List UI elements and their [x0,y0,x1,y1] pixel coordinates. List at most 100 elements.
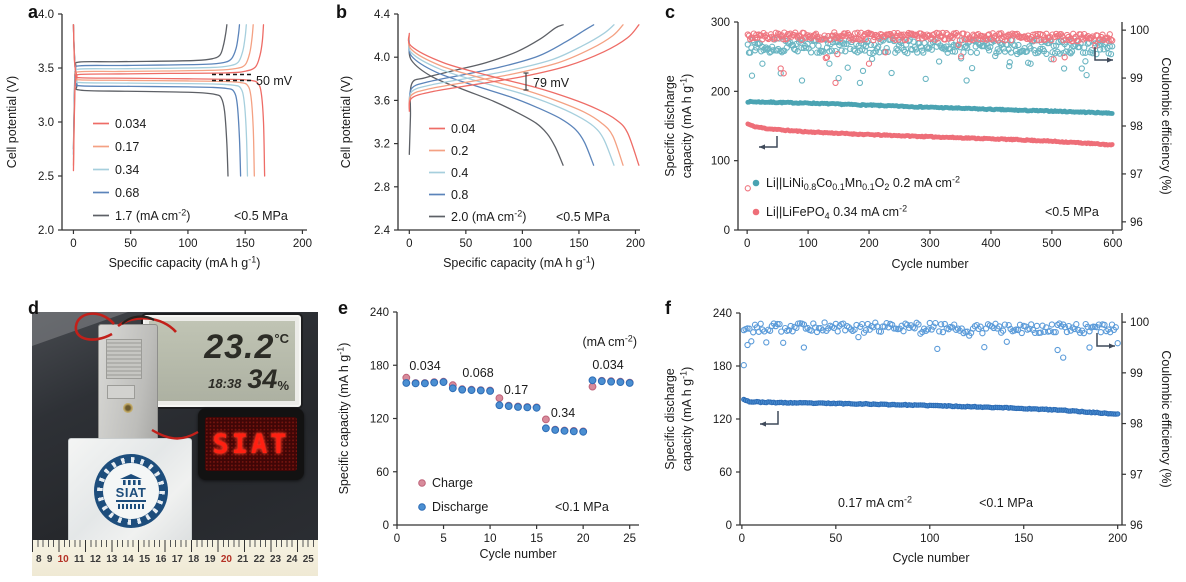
svg-text:240: 240 [713,308,732,320]
svg-text:10: 10 [484,533,497,545]
svg-text:96: 96 [1130,217,1143,229]
svg-text:100: 100 [1130,25,1149,37]
svg-text:0.8: 0.8 [451,188,468,202]
svg-text:400: 400 [981,238,1000,250]
logo-bar [116,499,146,502]
svg-text:25: 25 [623,533,636,545]
svg-text:4.4: 4.4 [374,9,391,21]
ruler-major-ticks [32,540,318,552]
humidity-unit: % [277,377,289,393]
ruler-number: 23 [269,554,282,565]
svg-text:0.17: 0.17 [115,140,139,154]
svg-text:<0.1 MPa: <0.1 MPa [979,496,1033,510]
svg-text:2.4: 2.4 [374,225,391,237]
led-text: SIAT [212,428,290,460]
chart-panel-c: c 0 100 200 300 400 500 600 0 100 200 300 96 97 98 99 1… [660,0,1186,285]
svg-text:3.6: 3.6 [374,95,390,107]
svg-text:500: 500 [1042,238,1061,250]
connector-screw [123,403,133,413]
svg-text:150: 150 [1014,533,1033,545]
svg-text:0.068: 0.068 [462,366,493,380]
led-screen: SIAT [205,417,297,471]
chart-panel-f: f 0 50 100 150 200 0 60 120 180 240 96 97 98 99 100 Cyc… [660,290,1186,582]
svg-text:97: 97 [1130,469,1143,481]
ruler-number: 22 [253,554,265,565]
panel-label-e: e [338,298,349,318]
svg-text:200: 200 [859,238,878,250]
panel-label-b: b [336,2,347,22]
svg-text:0.034: 0.034 [115,117,146,131]
svg-text:Li||LiFePO4 0.34 mA cm-2: Li||LiFePO4 0.34 mA cm-2 [766,203,907,221]
svg-text:3.5: 3.5 [38,63,54,75]
svg-text:120: 120 [370,414,389,426]
svg-text:<0.5 MPa: <0.5 MPa [234,209,288,223]
svg-text:0.034: 0.034 [592,358,623,372]
svg-text:0: 0 [70,238,76,250]
svg-text:0.34: 0.34 [115,163,139,177]
svg-text:Li||LiNi0.8Co0.1Mn0.1O2 0.2 m: Li||LiNi0.8Co0.1Mn0.1O2 0.2 mA cm-2 [766,174,960,192]
svg-text:Specific capacity (mA h g-1): Specific capacity (mA h g-1) [109,254,261,270]
svg-text:Specific capacity (mA h g-1): Specific capacity (mA h g-1) [335,343,351,495]
svg-text:100: 100 [1130,317,1149,329]
svg-text:98: 98 [1130,121,1143,133]
ruler-number: 19 [204,554,216,565]
experiment-photo: 23.2 °C 18:38 34 % [32,312,318,576]
ruler-numbers: 8 9 10 11 12 13 14 15 16 17 18 19 20 21 22 23 24 25 [32,554,318,565]
logo-text: SIAT [115,484,147,500]
ruler-number: 18 [188,554,200,565]
svg-text:4.0: 4.0 [374,52,390,64]
connector-label [107,385,135,399]
svg-text:120: 120 [713,414,732,426]
svg-text:<0.1 MPa: <0.1 MPa [555,500,609,514]
connector-vent [106,339,142,379]
svg-text:300: 300 [711,17,730,29]
svg-text:99: 99 [1130,73,1143,85]
low-pressure-cycling-chart: 0 50 100 150 200 0 60 120 180 240 96 97 98 99 100 Cycle… [663,308,1173,565]
temperature-value: 23.2 [204,327,275,366]
ruler-number: 11 [74,554,85,565]
ruler-number: 17 [171,554,183,565]
svg-text:0.034: 0.034 [409,359,440,373]
building-icon [120,473,142,485]
svg-text:50: 50 [124,238,137,250]
svg-text:200: 200 [711,86,730,98]
svg-text:98: 98 [1130,419,1143,431]
svg-text:15: 15 [530,533,543,545]
svg-text:capacity (mA h g-1): capacity (mA h g-1) [678,74,694,179]
ruler-number: 16 [155,554,167,565]
battery-connector [98,324,158,444]
svg-text:Discharge: Discharge [432,500,488,514]
svg-text:Cycle number: Cycle number [891,257,968,271]
ruler-number: 20 [220,554,232,565]
svg-text:200: 200 [1108,533,1127,545]
svg-text:300: 300 [920,238,939,250]
ruler-number: 24 [286,554,298,565]
chart-panel-a: a 0 50 100 150 200 2.0 2.5 3.0 3.5 4.0 Specific ca… [0,0,330,285]
svg-text:600: 600 [1103,238,1122,250]
svg-text:0.17: 0.17 [504,383,528,397]
svg-text:99: 99 [1130,368,1143,380]
svg-text:100: 100 [178,238,197,250]
thermometer-display: 23.2 °C 18:38 34 % [143,315,301,407]
svg-text:0.04: 0.04 [451,122,475,136]
photo-panel-d: d 23.2 °C 18:38 34 % [0,290,330,582]
svg-text:100: 100 [799,238,818,250]
svg-text:capacity (mA h g-1): capacity (mA h g-1) [678,367,694,472]
svg-text:200: 200 [626,238,645,250]
svg-text:97: 97 [1130,169,1143,181]
svg-text:150: 150 [236,238,255,250]
ruler: 8 9 10 11 12 13 14 15 16 17 18 19 20 21 22 23 24 25 [32,540,318,576]
chart-panel-b: b 0 50 100 150 200 2.4 2.8 3.2 3.6 4.0 4.4 Specific… [330,0,660,285]
svg-text:200: 200 [293,238,312,250]
svg-text:60: 60 [376,467,389,479]
svg-text:0.4: 0.4 [451,166,468,180]
svg-text:50 mV: 50 mV [256,74,293,88]
humidity-value: 34 [247,363,278,394]
svg-text:Specific discharge: Specific discharge [663,368,677,469]
voltage-profile-chart-lfp: 0 50 100 150 200 2.0 2.5 3.0 3.5 4.0 Specific capa… [5,9,312,270]
ruler-number: 14 [122,554,134,565]
svg-text:150: 150 [569,238,588,250]
svg-text:180: 180 [370,360,389,372]
svg-text:Charge: Charge [432,476,473,490]
svg-text:0.68: 0.68 [115,186,139,200]
